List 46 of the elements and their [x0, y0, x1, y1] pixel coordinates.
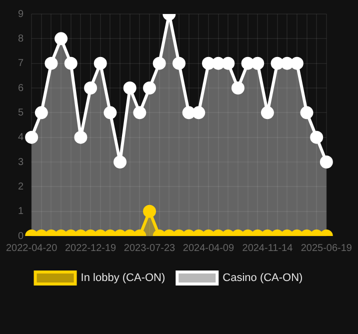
- point: [241, 56, 254, 70]
- y-tick-label: 2: [18, 181, 24, 192]
- y-tick-label: 8: [18, 33, 24, 44]
- point: [133, 106, 146, 120]
- point: [152, 56, 166, 70]
- point: [34, 106, 48, 120]
- point: [290, 56, 304, 70]
- point: [84, 82, 98, 94]
- point: [54, 32, 68, 46]
- point: [222, 56, 235, 70]
- point: [123, 82, 136, 94]
- point: [251, 56, 264, 70]
- point: [182, 106, 196, 120]
- point: [260, 106, 274, 120]
- point: [212, 56, 225, 70]
- x-tick-label: 2022-04-20: [6, 242, 58, 254]
- x-tick-label: 2025-06-19: [300, 242, 352, 254]
- x-tick-label: 2022-12-19: [64, 242, 117, 254]
- point: [231, 82, 244, 94]
- point: [64, 56, 78, 70]
- x-tick-label: 2024-04-09: [182, 242, 234, 254]
- y-tick-label: 6: [18, 82, 24, 94]
- point: [44, 56, 58, 70]
- legend-label: Casino (CA-ON): [222, 272, 303, 284]
- y-tick-label: 5: [18, 107, 24, 118]
- x-tick-label: 2023-07-23: [124, 242, 176, 254]
- y-tick-label: 9: [18, 8, 24, 20]
- y-tick-label: 4: [18, 132, 24, 144]
- legend-label: In lobby (CA-ON): [80, 272, 166, 284]
- y-tick-label: 3: [18, 156, 24, 168]
- point: [300, 106, 314, 120]
- point: [192, 106, 206, 120]
- y-tick-label: 0: [18, 230, 24, 242]
- point: [280, 56, 294, 70]
- point: [94, 56, 107, 70]
- point: [74, 130, 88, 144]
- point: [310, 130, 324, 144]
- point: [25, 130, 38, 144]
- point: [270, 56, 284, 70]
- point: [104, 106, 117, 120]
- y-tick-label: 1: [18, 206, 24, 218]
- x-tick-label: 2024-11-14: [242, 242, 294, 254]
- y-tick-label: 7: [18, 58, 24, 70]
- point: [172, 56, 186, 70]
- point: [202, 56, 215, 70]
- point: [143, 82, 156, 94]
